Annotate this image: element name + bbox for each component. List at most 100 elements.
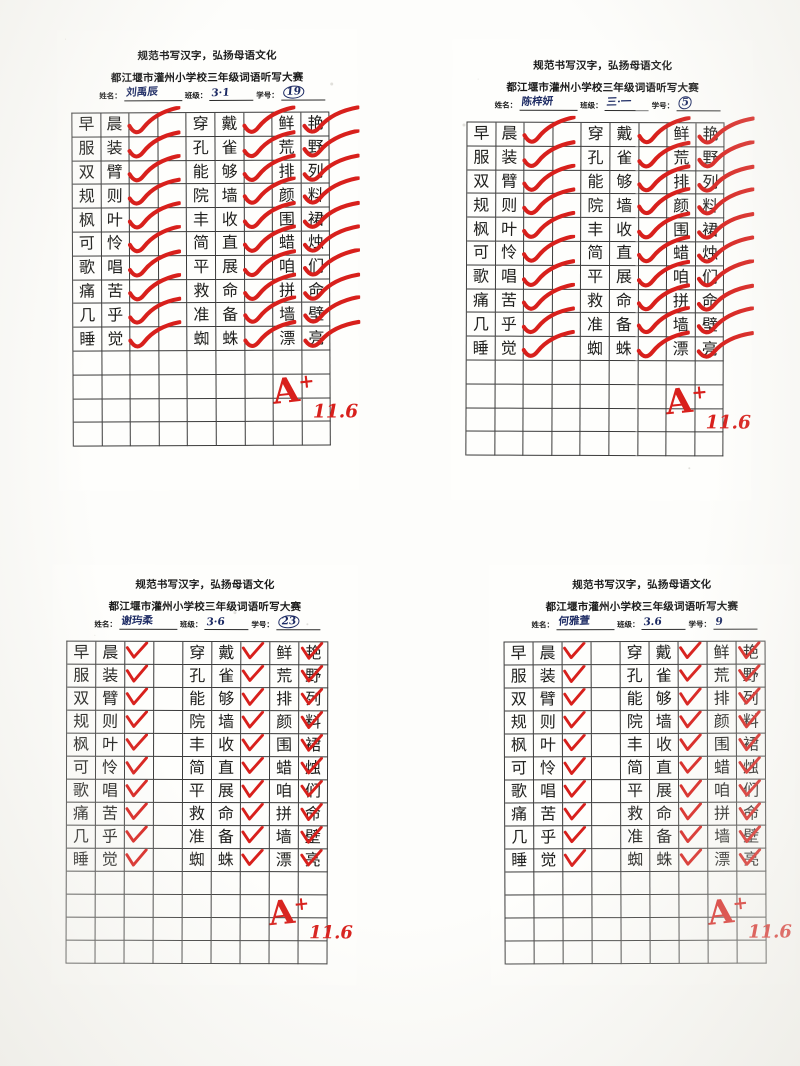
empty-cell: [241, 642, 271, 666]
empty-cell: [241, 665, 271, 689]
word-cell: 排: [667, 170, 697, 195]
empty-cell: [638, 313, 668, 338]
number-label: 学号：: [688, 619, 711, 629]
empty-cell: [534, 918, 564, 942]
word-cell: 臂: [495, 170, 525, 195]
class-blank[interactable]: 3.6: [641, 616, 686, 631]
worksheet-title-sub: 都江堰市灌州小学校三年级词语听写大赛: [506, 81, 699, 95]
empty-cell: [650, 871, 680, 895]
empty-cell: [159, 327, 188, 352]
empty-cell: [580, 408, 610, 433]
word-cell: 鲜: [272, 112, 302, 137]
empty-cell: [638, 123, 668, 148]
word-cell: 烛: [736, 756, 767, 780]
word-cell: 收: [649, 733, 679, 757]
empty-cell: [678, 733, 708, 757]
word-cell: 叶: [495, 217, 525, 242]
word-cell: 晨: [100, 113, 130, 138]
word-cell: 戴: [649, 641, 679, 665]
empty-cell: [553, 122, 582, 147]
word-cell: 拼: [708, 802, 738, 826]
word-cell: 艳: [696, 123, 725, 148]
empty-cell: [124, 871, 154, 895]
number-blank[interactable]: 9: [712, 616, 757, 630]
empty-cell: [211, 918, 241, 942]
word-cell: 救: [182, 802, 212, 827]
word-cell: 准: [182, 825, 212, 850]
word-cell: 艳: [736, 641, 766, 665]
number-field[interactable]: 学号： 19: [256, 84, 325, 101]
empty-cell: [240, 803, 270, 827]
empty-cell: [552, 313, 582, 338]
number-blank[interactable]: 5: [676, 95, 721, 112]
word-cell: 戴: [610, 123, 640, 147]
grade-letter: A: [663, 381, 695, 424]
word-cell: 乎: [495, 313, 525, 337]
name-value: 谢玙柔: [120, 614, 153, 628]
empty-cell: [130, 351, 160, 376]
empty-cell: [609, 360, 639, 385]
name-blank[interactable]: 刘禹辰: [123, 86, 182, 102]
empty-cell: [245, 374, 274, 399]
word-cell: 怜: [95, 756, 126, 780]
class-blank[interactable]: 3·1: [209, 87, 254, 101]
word-cell: 痛: [66, 802, 96, 826]
empty-cell: [153, 848, 183, 872]
class-field[interactable]: 班级： 3.6: [617, 616, 686, 631]
grade-mark: A+: [705, 889, 750, 933]
word-cell: 壁: [301, 302, 331, 327]
word-cell: 命: [650, 802, 680, 826]
empty-cell: [158, 255, 188, 280]
number-blank[interactable]: 23: [275, 614, 320, 631]
word-cell: 唱: [101, 256, 131, 281]
word-cell: 规: [467, 193, 496, 218]
class-field[interactable]: 班级： 三·一: [580, 96, 649, 112]
empty-cell: [158, 184, 188, 209]
word-cell: 可: [72, 232, 102, 257]
name-field[interactable]: 姓名： 何雅萱: [531, 615, 614, 631]
number-blank[interactable]: 19: [280, 84, 325, 101]
number-label: 学号：: [651, 101, 675, 111]
empty-cell: [524, 265, 553, 290]
student-info-row: 姓名： 谢玙柔 班级： 3·6 学号： 23: [94, 614, 320, 631]
word-cell: 蛛: [609, 337, 639, 362]
number-field[interactable]: 学号： 5: [651, 95, 721, 112]
class-blank[interactable]: 3·6: [204, 616, 249, 631]
word-cell: 备: [211, 826, 241, 850]
name-field[interactable]: 姓名： 陈梓妍: [494, 95, 578, 111]
number-field[interactable]: 学号： 23: [251, 614, 320, 631]
word-cell: 歌: [66, 779, 96, 803]
word-cell: 准: [187, 303, 217, 328]
word-cell: 痛: [73, 280, 102, 304]
word-cell: 平: [182, 779, 212, 804]
empty-cell: [563, 941, 593, 965]
class-blank[interactable]: 三·一: [604, 96, 649, 112]
word-cell: 装: [533, 665, 563, 689]
word-cell: 墙: [666, 313, 696, 338]
empty-cell: [153, 802, 183, 826]
word-cell: 苦: [534, 803, 564, 827]
empty-cell: [244, 326, 274, 351]
empty-cell: [524, 122, 554, 147]
empty-cell: [679, 894, 709, 918]
class-field[interactable]: 班级： 3·1: [185, 87, 254, 101]
empty-cell: [125, 687, 155, 711]
word-cell: 乎: [534, 826, 564, 850]
grade-mark: A+: [664, 380, 711, 424]
empty-cell: [638, 146, 668, 171]
name-blank[interactable]: 何雅萱: [555, 615, 614, 631]
name-blank[interactable]: 陈梓妍: [519, 95, 578, 111]
word-cell: 孔: [620, 664, 650, 689]
name-blank[interactable]: 谢玙柔: [118, 614, 177, 630]
word-cell: 拼: [269, 803, 299, 827]
name-field[interactable]: 姓名： 谢玙柔: [94, 614, 177, 630]
name-label: 姓名：: [494, 100, 518, 110]
empty-cell: [737, 940, 767, 964]
word-cell: 可: [467, 241, 496, 266]
word-cell: 蜘: [621, 848, 651, 873]
name-field[interactable]: 姓名： 刘禹辰: [99, 86, 182, 102]
number-field[interactable]: 学号： 9: [688, 616, 757, 630]
empty-cell: [244, 255, 274, 280]
class-field[interactable]: 班级： 3·6: [180, 616, 249, 631]
worksheet-title-sub: 都江堰市灌州小学校三年级词语听写大赛: [108, 600, 302, 614]
